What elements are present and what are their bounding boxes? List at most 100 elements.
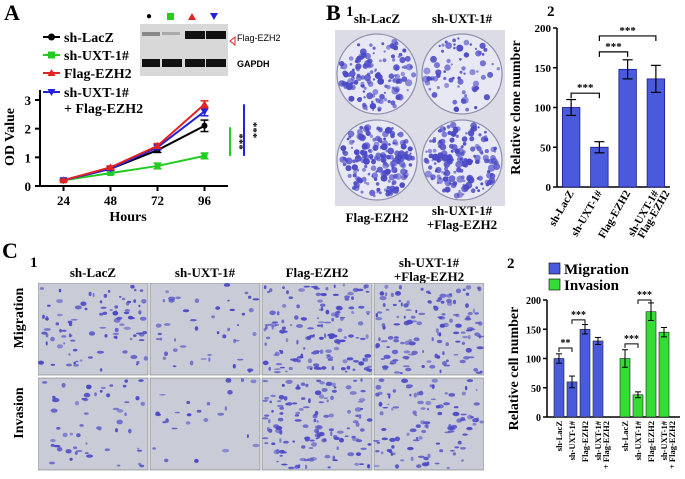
growth-line-chart: 0 1 2 3 24 48 72 96 Hours OD Value ****** sh-LacZ sh… bbox=[3, 31, 259, 225]
colony bbox=[393, 86, 400, 93]
colony bbox=[383, 91, 386, 94]
stained-cell bbox=[366, 418, 373, 422]
stained-cell bbox=[133, 288, 137, 292]
stained-cell bbox=[428, 300, 432, 304]
stained-cell bbox=[442, 351, 445, 356]
colony bbox=[457, 85, 460, 88]
stained-cell bbox=[380, 340, 388, 343]
stained-cell bbox=[305, 464, 308, 470]
stained-cell bbox=[121, 297, 126, 301]
stained-cell bbox=[436, 332, 441, 336]
stained-cell bbox=[55, 322, 60, 326]
stained-cell bbox=[421, 365, 425, 368]
stained-cell bbox=[325, 381, 333, 387]
stained-cell bbox=[454, 446, 460, 449]
stained-cell bbox=[68, 322, 73, 327]
stained-cell bbox=[427, 290, 431, 294]
stained-cell bbox=[289, 323, 293, 327]
colony bbox=[381, 42, 385, 46]
colony bbox=[387, 179, 391, 183]
stained-cell bbox=[418, 312, 426, 316]
stained-cell bbox=[418, 436, 423, 440]
stained-cell bbox=[82, 397, 89, 402]
stained-cell bbox=[363, 284, 369, 289]
legend-label: sh-UXT-1# bbox=[64, 49, 129, 64]
y-axis-title: OD Value bbox=[3, 108, 18, 166]
stained-cell bbox=[415, 424, 421, 428]
stained-cell bbox=[83, 412, 89, 415]
stained-cell bbox=[296, 357, 299, 362]
colony bbox=[353, 170, 358, 174]
transwell-images bbox=[38, 283, 484, 471]
colony bbox=[408, 163, 413, 167]
stained-cell bbox=[309, 334, 315, 338]
stained-cell bbox=[433, 305, 437, 308]
colony bbox=[484, 130, 487, 134]
stained-cell bbox=[283, 440, 289, 444]
stained-cell bbox=[427, 453, 431, 458]
colony bbox=[382, 58, 387, 63]
colony bbox=[352, 140, 355, 143]
stained-cell bbox=[225, 378, 232, 383]
stained-cell bbox=[365, 290, 370, 293]
stained-cell bbox=[465, 303, 469, 308]
stained-cell bbox=[325, 349, 332, 353]
stained-cell bbox=[452, 452, 457, 456]
colony bbox=[459, 70, 463, 74]
colony bbox=[450, 63, 453, 66]
transwell-field bbox=[149, 283, 261, 376]
stained-cell bbox=[462, 288, 466, 291]
x-axis-title: Hours bbox=[109, 210, 147, 225]
colony bbox=[455, 161, 463, 168]
stained-cell bbox=[320, 323, 324, 328]
stained-cell bbox=[159, 337, 163, 341]
stained-cell bbox=[138, 304, 141, 308]
stained-cell bbox=[122, 384, 127, 388]
stained-cell bbox=[468, 356, 475, 359]
stained-cell bbox=[50, 363, 56, 366]
colony bbox=[481, 53, 485, 56]
colony bbox=[491, 62, 494, 66]
stained-cell bbox=[344, 295, 350, 299]
stained-cell bbox=[118, 296, 122, 298]
colony bbox=[375, 98, 378, 101]
stained-cell bbox=[301, 317, 307, 321]
stained-cell bbox=[294, 419, 302, 422]
colony bbox=[342, 150, 349, 157]
colony bbox=[469, 69, 476, 76]
stained-cell bbox=[421, 462, 429, 467]
stained-cell bbox=[415, 309, 418, 314]
stained-cell bbox=[416, 321, 423, 326]
stained-cell bbox=[275, 425, 283, 431]
stained-cell bbox=[281, 463, 288, 466]
stained-cell bbox=[465, 347, 472, 353]
stained-cell bbox=[468, 335, 471, 340]
stained-cell bbox=[365, 334, 369, 339]
colony bbox=[441, 49, 444, 53]
stained-cell bbox=[308, 447, 314, 449]
stained-cell bbox=[80, 301, 87, 307]
bar bbox=[658, 331, 670, 418]
colony bbox=[483, 47, 488, 52]
legend-label: sh-LacZ bbox=[64, 31, 114, 46]
colony bbox=[452, 126, 459, 133]
stained-cell bbox=[353, 379, 358, 382]
stained-cell bbox=[137, 449, 143, 452]
colony bbox=[451, 137, 455, 141]
stained-cell bbox=[421, 429, 427, 434]
colony bbox=[453, 43, 456, 46]
colony bbox=[445, 42, 452, 49]
colony bbox=[496, 67, 500, 71]
stained-cell bbox=[474, 312, 479, 315]
transwell-field bbox=[149, 377, 261, 471]
stained-cell bbox=[74, 401, 80, 406]
colony bbox=[389, 188, 392, 192]
colony bbox=[342, 70, 348, 76]
stained-cell bbox=[336, 430, 344, 434]
cell-number-bar-chart: 0 50 100 150 200 Relative cell number Migratio… bbox=[507, 262, 680, 469]
stained-cell bbox=[79, 424, 84, 427]
stained-cell bbox=[302, 406, 310, 409]
stained-cell bbox=[102, 311, 108, 315]
stained-cell bbox=[392, 303, 397, 307]
y-axis-title: Relative clone number bbox=[509, 40, 524, 175]
